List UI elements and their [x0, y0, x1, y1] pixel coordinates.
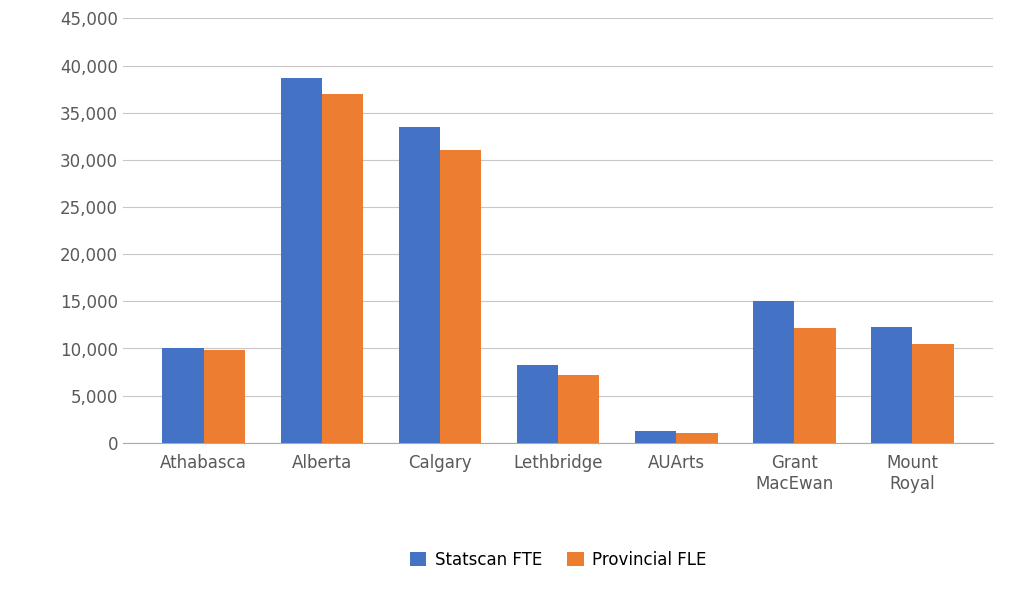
Legend: Statscan FTE, Provincial FLE: Statscan FTE, Provincial FLE	[403, 544, 713, 576]
Bar	[163, 349, 204, 443]
Bar	[635, 432, 676, 443]
Bar	[204, 351, 245, 443]
Bar	[795, 328, 836, 443]
Bar	[517, 365, 558, 443]
Bar	[676, 433, 718, 443]
Bar	[440, 151, 481, 443]
Bar	[912, 344, 953, 443]
Bar	[281, 78, 322, 443]
Bar	[871, 327, 912, 443]
Bar	[753, 301, 795, 443]
Bar	[322, 94, 364, 443]
Bar	[558, 375, 599, 443]
Bar	[398, 127, 440, 443]
